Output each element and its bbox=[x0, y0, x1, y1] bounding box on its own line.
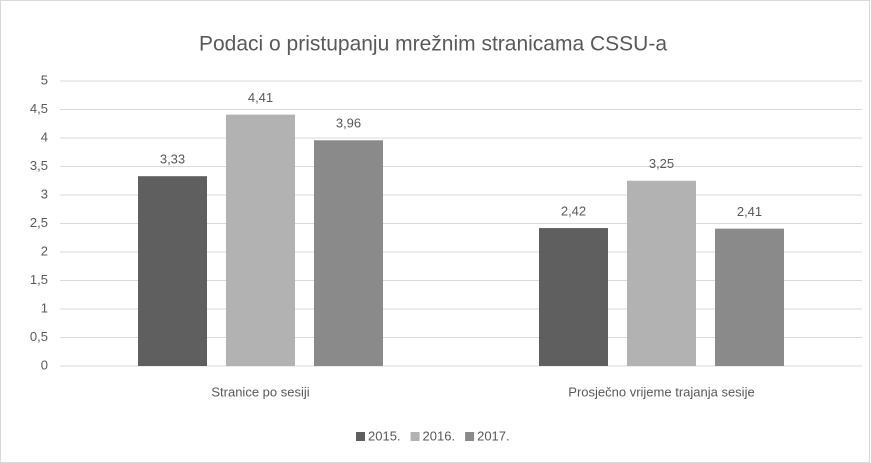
bar bbox=[715, 228, 784, 366]
y-tick-label: 4 bbox=[41, 129, 48, 144]
x-tick-label: Prosječno vrijeme trajanja sesije bbox=[568, 384, 754, 399]
value-label: 3,25 bbox=[649, 156, 674, 171]
legend-swatch bbox=[465, 432, 475, 441]
value-label: 4,41 bbox=[248, 90, 273, 105]
y-tick-label: 1,5 bbox=[30, 272, 48, 287]
legend-label: 2015. bbox=[368, 428, 401, 443]
y-tick-label: 2,5 bbox=[30, 215, 48, 230]
y-tick-label: 5 bbox=[41, 72, 48, 87]
bar bbox=[226, 114, 295, 366]
y-tick-label: 3,5 bbox=[30, 158, 48, 173]
value-label: 2,42 bbox=[561, 203, 586, 218]
y-tick-label: 1 bbox=[41, 300, 48, 315]
value-label: 2,41 bbox=[737, 204, 762, 219]
legend-swatch bbox=[356, 432, 365, 441]
y-tick-label: 2 bbox=[41, 243, 48, 258]
x-tick-label: Stranice po sesiji bbox=[211, 384, 309, 399]
legend-label: 2016. bbox=[423, 428, 456, 443]
chart-title: Podaci o pristupanju mrežnim stranicama … bbox=[199, 33, 667, 56]
y-tick-label: 4,5 bbox=[30, 101, 48, 116]
y-tick-label: 0,5 bbox=[30, 329, 48, 344]
y-tick-label: 3 bbox=[41, 186, 48, 201]
bar bbox=[539, 228, 608, 366]
legend-swatch bbox=[410, 432, 420, 441]
legend-label: 2017. bbox=[477, 428, 510, 443]
value-label: 3,96 bbox=[336, 116, 361, 131]
bar bbox=[314, 140, 383, 366]
bar bbox=[138, 176, 207, 366]
value-label: 3,33 bbox=[160, 152, 185, 167]
y-tick-label: 0 bbox=[41, 357, 48, 372]
bar bbox=[627, 180, 696, 366]
